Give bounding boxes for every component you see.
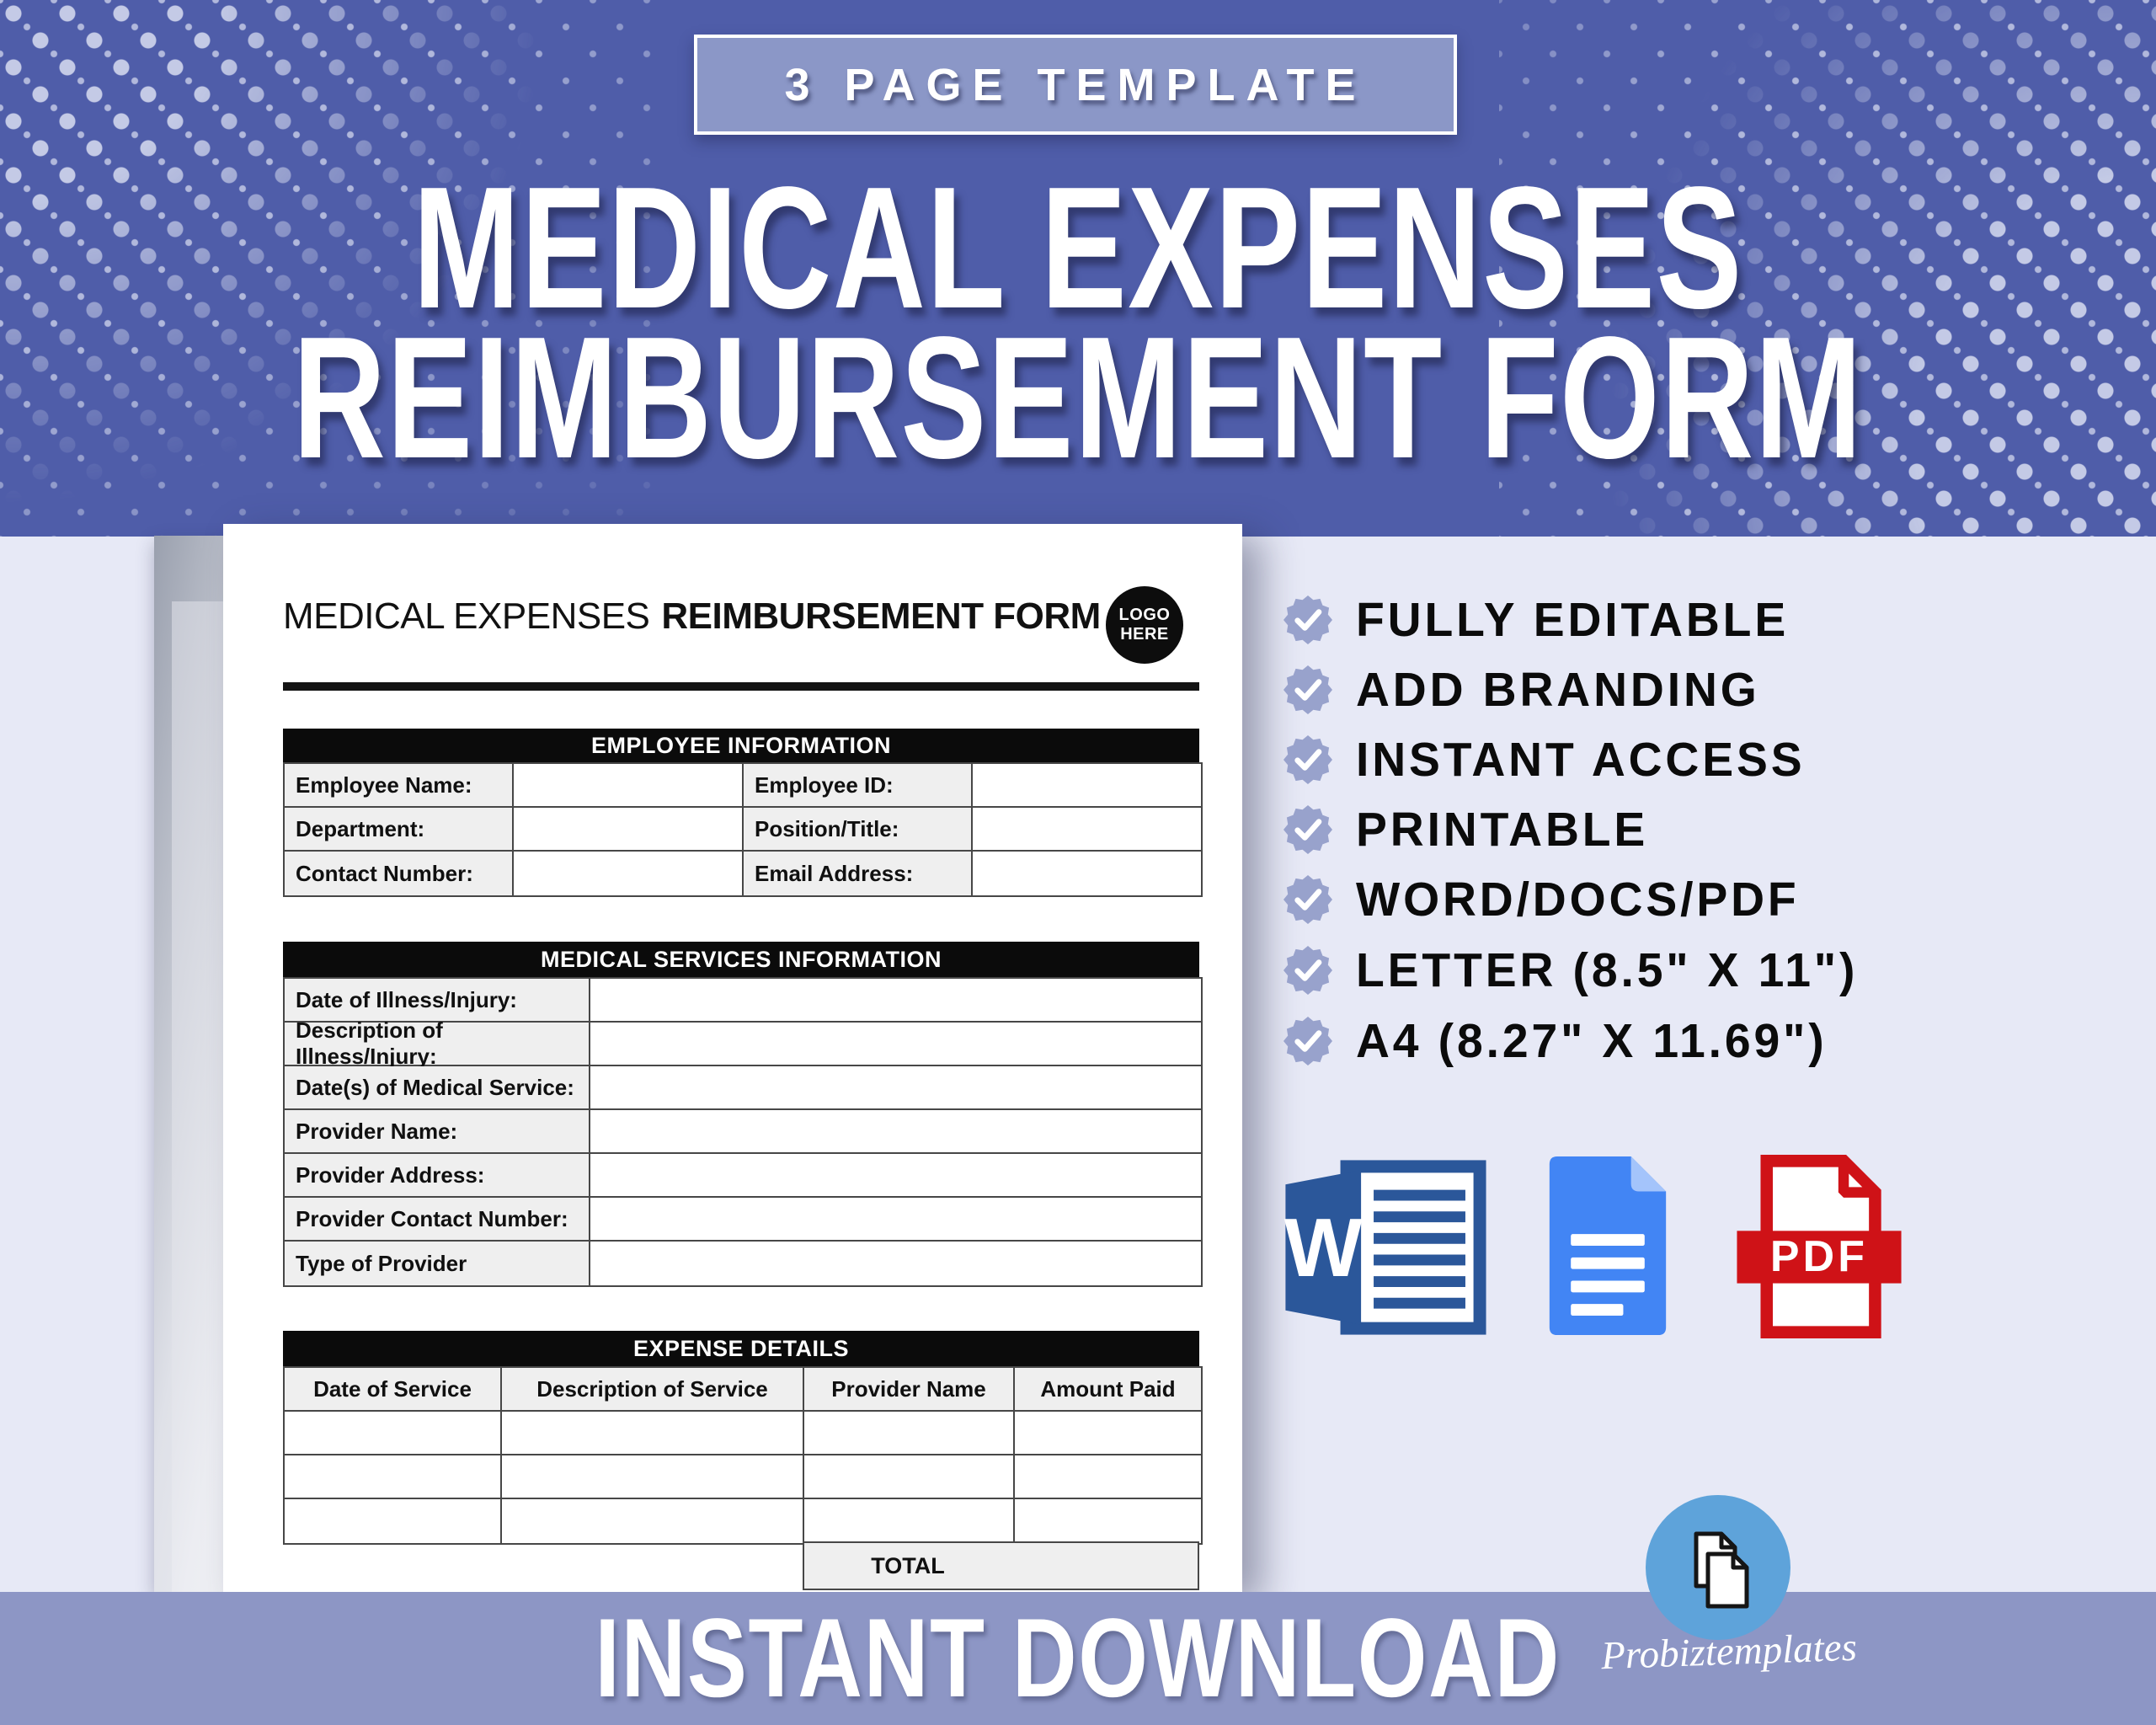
employee-info-header: EMPLOYEE INFORMATION bbox=[283, 729, 1199, 762]
feature-item: ADD BRANDING bbox=[1283, 662, 1772, 718]
instant-download-text: INSTANT DOWNLOAD bbox=[595, 1596, 1561, 1721]
column-header: Date of Service bbox=[285, 1368, 502, 1412]
field-input-cell bbox=[590, 1023, 1201, 1066]
field-label: Provider Contact Number: bbox=[285, 1198, 590, 1242]
column-header: Description of Service bbox=[502, 1368, 804, 1412]
field-label: Date of Illness/Injury: bbox=[285, 979, 590, 1023]
expense-details-header: EXPENSE DETAILS bbox=[283, 1331, 1199, 1366]
field-input-cell bbox=[590, 979, 1201, 1023]
expense-empty-cell bbox=[285, 1455, 502, 1499]
expense-empty-cell bbox=[502, 1412, 804, 1455]
feature-label: A4 (8.27" X 11.69") bbox=[1356, 1014, 1828, 1068]
expense-empty-cell bbox=[1015, 1412, 1201, 1455]
field-label: Email Address: bbox=[744, 852, 973, 895]
form-title-bold: REIMBURSEMENT FORM bbox=[661, 595, 1101, 637]
field-input-cell bbox=[514, 808, 744, 852]
field-input-cell bbox=[973, 852, 1201, 895]
expense-empty-cell bbox=[502, 1499, 804, 1543]
field-label: Position/Title: bbox=[744, 808, 973, 852]
google-docs-icon bbox=[1549, 1156, 1667, 1336]
expense-empty-cell bbox=[804, 1455, 1015, 1499]
logo-placeholder-line1: LOGO bbox=[1118, 606, 1171, 624]
expense-empty-cell bbox=[285, 1499, 502, 1543]
field-label: Employee Name: bbox=[285, 764, 514, 808]
check-badge-icon bbox=[1283, 595, 1332, 644]
header-banner: 3 PAGE TEMPLATE MEDICAL EXPENSES REIMBUR… bbox=[0, 0, 2156, 537]
field-label: Department: bbox=[285, 808, 514, 852]
form-preview-page: MEDICAL EXPENSES REIMBURSEMENT FORM LOGO … bbox=[223, 524, 1242, 1592]
feature-item: FULLY EDITABLE bbox=[1283, 592, 1802, 648]
check-badge-icon bbox=[1283, 946, 1332, 995]
check-badge-icon bbox=[1283, 735, 1332, 784]
column-header: Provider Name bbox=[804, 1368, 1015, 1412]
field-input-cell bbox=[514, 764, 744, 808]
expense-empty-cell bbox=[1015, 1499, 1201, 1543]
medical-services-table: Date of Illness/Injury: Description of I… bbox=[283, 977, 1203, 1287]
field-input-cell bbox=[590, 1066, 1201, 1110]
feature-item: WORD/DOCS/PDF bbox=[1283, 872, 1813, 927]
feature-label: LETTER (8.5" X 11") bbox=[1356, 943, 1859, 997]
brand-logo bbox=[1646, 1495, 1790, 1640]
expense-empty-cell bbox=[804, 1412, 1015, 1455]
form-title: MEDICAL EXPENSES REIMBURSEMENT FORM bbox=[283, 595, 1101, 638]
feature-item: PRINTABLE bbox=[1283, 802, 1657, 857]
field-input-cell bbox=[590, 1242, 1201, 1285]
expense-details-table: Date of Service Description of Service P… bbox=[283, 1366, 1203, 1545]
field-input-cell bbox=[590, 1110, 1201, 1154]
total-amount-cell bbox=[1011, 1541, 1199, 1590]
feature-item: LETTER (8.5" X 11") bbox=[1283, 943, 1874, 998]
employee-info-table: Employee Name: Employee ID: Department: … bbox=[283, 762, 1203, 897]
field-input-cell bbox=[973, 808, 1201, 852]
check-badge-icon bbox=[1283, 805, 1332, 854]
pdf-icon: PDF bbox=[1737, 1155, 1902, 1338]
field-input-cell bbox=[514, 852, 744, 895]
column-header: Amount Paid bbox=[1015, 1368, 1201, 1412]
documents-icon bbox=[1694, 1531, 1749, 1609]
page-count-badge: 3 PAGE TEMPLATE bbox=[694, 35, 1457, 135]
logo-placeholder: LOGO HERE bbox=[1106, 586, 1183, 664]
expense-empty-cell bbox=[1015, 1455, 1201, 1499]
page-count-badge-label: 3 PAGE TEMPLATE bbox=[784, 59, 1367, 110]
feature-label: PRINTABLE bbox=[1356, 803, 1649, 857]
feature-label: INSTANT ACCESS bbox=[1356, 733, 1806, 787]
field-input-cell bbox=[590, 1198, 1201, 1242]
field-label: Contact Number: bbox=[285, 852, 514, 895]
feature-label: WORD/DOCS/PDF bbox=[1356, 873, 1800, 927]
field-label: Type of Provider bbox=[285, 1242, 590, 1285]
main-title-line2: REIMBURSEMENT FORM bbox=[292, 301, 1864, 494]
field-label: Provider Address: bbox=[285, 1154, 590, 1198]
feature-label: ADD BRANDING bbox=[1356, 663, 1760, 717]
check-badge-icon bbox=[1283, 875, 1332, 924]
title-divider-rule bbox=[283, 682, 1199, 691]
feature-item: A4 (8.27" X 11.69") bbox=[1283, 1013, 1842, 1069]
field-input-cell bbox=[590, 1154, 1201, 1198]
total-label-cell: TOTAL bbox=[803, 1541, 1013, 1590]
field-input-cell bbox=[973, 764, 1201, 808]
medical-services-header-label: MEDICAL SERVICES INFORMATION bbox=[540, 946, 942, 972]
form-title-regular: MEDICAL EXPENSES bbox=[283, 595, 650, 637]
expense-empty-cell bbox=[502, 1455, 804, 1499]
expense-empty-cell bbox=[804, 1499, 1015, 1543]
expense-details-header-label: EXPENSE DETAILS bbox=[632, 1335, 850, 1361]
check-badge-icon bbox=[1283, 665, 1332, 714]
feature-label: FULLY EDITABLE bbox=[1356, 593, 1790, 647]
field-label: Description of Illness/Injury: bbox=[285, 1017, 590, 1069]
instant-download-banner: INSTANT DOWNLOAD bbox=[0, 1592, 2156, 1725]
field-label: Provider Name: bbox=[285, 1110, 590, 1154]
field-label: Date(s) of Medical Service: bbox=[285, 1066, 590, 1110]
word-icon: W bbox=[1284, 1160, 1486, 1335]
word-icon-letter: W bbox=[1284, 1201, 1363, 1294]
check-badge-icon bbox=[1283, 1017, 1332, 1065]
main-title-line1: MEDICAL EXPENSES bbox=[413, 151, 1743, 344]
main-title: MEDICAL EXPENSES REIMBURSEMENT FORM bbox=[280, 151, 1876, 494]
pdf-icon-label: PDF bbox=[1770, 1231, 1868, 1280]
logo-placeholder-line2: HERE bbox=[1120, 625, 1169, 644]
field-label: Employee ID: bbox=[744, 764, 973, 808]
feature-item: INSTANT ACCESS bbox=[1283, 732, 1819, 788]
medical-services-header: MEDICAL SERVICES INFORMATION bbox=[283, 942, 1199, 977]
expense-empty-cell bbox=[285, 1412, 502, 1455]
employee-info-header-label: EMPLOYEE INFORMATION bbox=[590, 732, 891, 758]
